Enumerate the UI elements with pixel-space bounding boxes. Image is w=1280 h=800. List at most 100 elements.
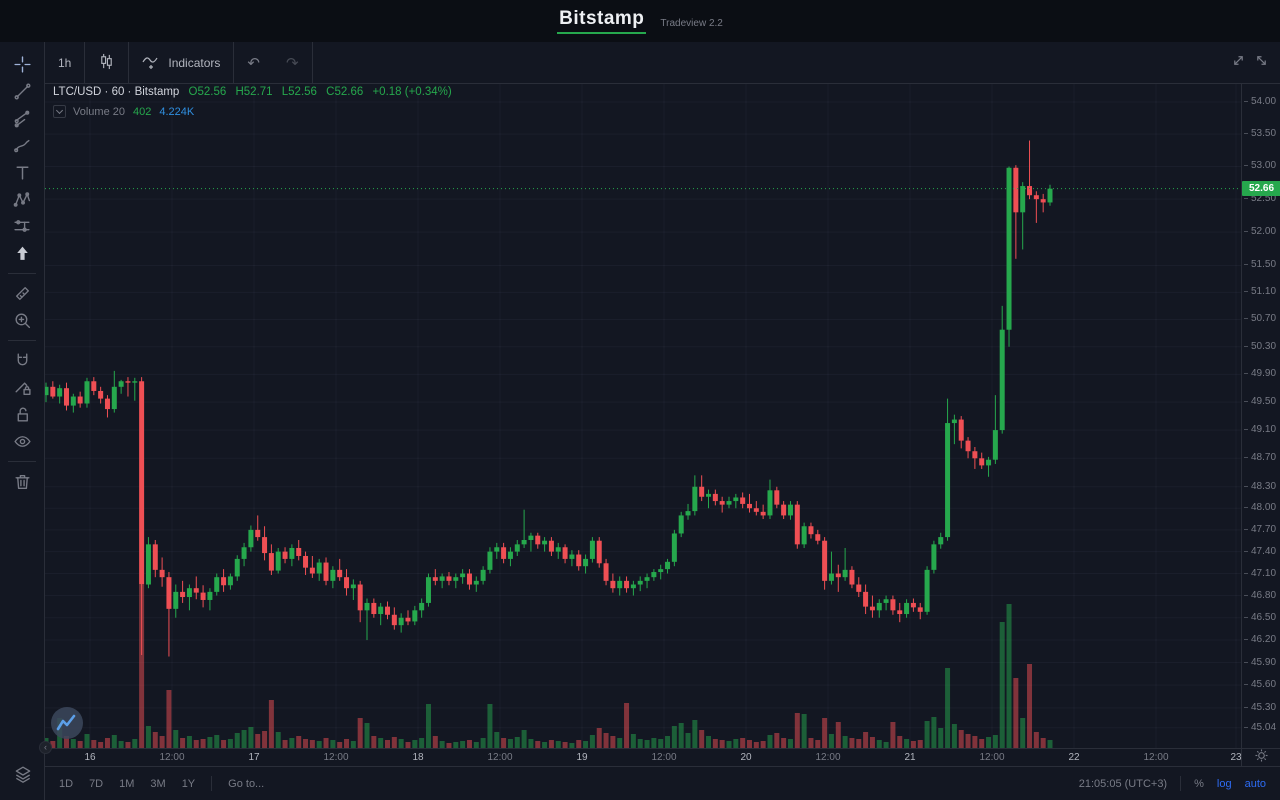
price-tick-label: 51.50 [1244,259,1276,270]
tool-arrow[interactable] [0,240,45,267]
tool-trend-line[interactable] [0,78,45,105]
price-tick-label: 48.30 [1244,481,1276,492]
axis-collapse-handle[interactable]: ‹ [39,741,52,754]
time-tick-label: 12:00 [159,752,185,763]
time-tick-label: 12:00 [487,752,513,763]
expand-icon[interactable] [1232,54,1245,72]
zoom-in-icon [13,311,32,330]
ohlc-close: C52.66 [326,86,364,98]
tool-text[interactable] [0,159,45,186]
time-tick-label: 20 [740,752,752,763]
indicators-label: Indicators [168,55,221,70]
time-axis[interactable]: 16 12:00 17 12:00 18 12:00 19 12:00 20 12:00 21 12:… [45,748,1242,766]
chart-style-button[interactable] [85,42,130,83]
tool-forecast[interactable] [0,213,45,240]
app-header: Bitstamp Tradeview 2.2 [0,0,1280,42]
goto-date-button[interactable]: Go to... [228,777,265,790]
xabcd-pattern-icon [13,190,32,209]
bottom-toolbar: 1D 7D 1M 3M 1Y Go to... 21:05:05 (UTC+3) % lo… [45,766,1280,800]
time-tick-label: 23 [1230,752,1242,763]
tradeview-watermark-logo [51,707,83,739]
eye-icon [13,432,32,451]
tool-ruler[interactable] [0,280,45,307]
indicators-icon [142,53,161,73]
price-tick-label: 53.50 [1244,128,1276,139]
fib-pitchfork-icon [13,109,32,128]
price-tick-label: 49.50 [1244,396,1276,407]
range-group: 1D 7D 1M 3M 1Y Go to... [59,776,264,791]
tool-fib-pitchfork[interactable] [0,105,45,132]
price-tick-label: 50.70 [1244,313,1276,324]
price-tick-label: 46.50 [1244,612,1276,623]
price-axis[interactable]: 54.00 53.50 53.00 52.50 52.00 51.50 51.10 50.70… [1241,84,1280,748]
ruler-icon [13,284,32,303]
tool-object-tree[interactable] [0,761,45,788]
trash-icon [13,472,32,491]
price-tick-label: 54.00 [1244,96,1276,107]
interval-button[interactable]: 1h [45,42,86,83]
price-tick-label: 49.10 [1244,424,1276,435]
volume-legend[interactable]: Volume 20 402 4.224K [53,105,194,118]
rail-divider [8,273,36,274]
tool-brush[interactable] [0,132,45,159]
time-tick-label: 21 [904,752,916,763]
price-tick-label: 48.00 [1244,502,1276,513]
screenshot-icon[interactable] [1255,54,1268,72]
redo-button[interactable]: ↷ [273,42,313,83]
tool-eye[interactable] [0,428,45,455]
volume-label: Volume 20 [73,105,125,118]
indicators-button[interactable]: Indicators [129,42,235,83]
chart-canvas[interactable] [43,84,1241,748]
undo-icon: ↶ [247,54,260,72]
tool-crosshair[interactable] [0,51,45,78]
auto-scale-toggle[interactable]: auto [1244,777,1266,790]
price-tick-label: 45.90 [1244,657,1276,668]
tool-trash[interactable] [0,468,45,495]
symbol-title: LTC/USD · 60 · Bitstamp [53,86,180,98]
gear-icon[interactable] [1254,748,1268,767]
tool-lock-all[interactable] [0,401,45,428]
ohlc-change: +0.18 (+0.34%) [372,86,452,98]
chevron-down-icon[interactable] [53,105,66,118]
time-tick-label: 12:00 [815,752,841,763]
range-button-3m[interactable]: 3M [150,777,166,790]
tool-magnet[interactable] [0,347,45,374]
lock-all-icon [13,405,32,424]
time-tick-label: 19 [576,752,588,763]
price-tick-label: 49.90 [1244,368,1276,379]
time-tick-label: 16 [84,752,96,763]
price-tick-label: 45.30 [1244,702,1276,713]
axis-settings-corner[interactable] [1241,748,1280,766]
chart-toolbar: 1h Indicators ↶ ↷ [45,42,1280,84]
range-button-1y[interactable]: 1Y [181,777,196,790]
brush-icon [13,136,32,155]
divider [211,776,213,791]
crosshair-icon [13,55,32,74]
range-button-1m[interactable]: 1M [119,777,135,790]
interval-label: 1h [58,55,72,70]
price-tick-label: 48.70 [1244,452,1276,463]
log-scale-toggle[interactable]: log [1216,777,1232,790]
range-button-7d[interactable]: 7D [89,777,104,790]
bottom-right-group: 21:05:05 (UTC+3) % log auto [1079,776,1266,791]
time-tick-label: 12:00 [979,752,1005,763]
tool-drawing-lock[interactable] [0,374,45,401]
percent-scale-toggle[interactable]: % [1194,777,1204,790]
price-tick-label: 47.40 [1244,546,1276,557]
price-tick-label: 52.50 [1244,193,1276,204]
bitstamp-logo: Bitstamp [557,8,647,34]
symbol-legend[interactable]: LTC/USD · 60 · Bitstamp O52.56 H52.71 L5… [53,86,452,98]
price-tick-label: 51.10 [1244,286,1276,297]
toolbar-spacer [313,42,1232,83]
trend-line-icon [13,82,32,101]
time-tick-label: 12:00 [1143,752,1169,763]
time-tick-label: 12:00 [323,752,349,763]
clock[interactable]: 21:05:05 (UTC+3) [1078,777,1168,790]
tool-xabcd-pattern[interactable] [0,186,45,213]
price-tick-label: 52.00 [1244,226,1276,237]
undo-button[interactable]: ↶ [234,42,273,83]
range-button-1d[interactable]: 1D [59,777,74,790]
text-icon [13,163,32,182]
tool-zoom-in[interactable] [0,307,45,334]
drawing-lock-icon [13,378,32,397]
